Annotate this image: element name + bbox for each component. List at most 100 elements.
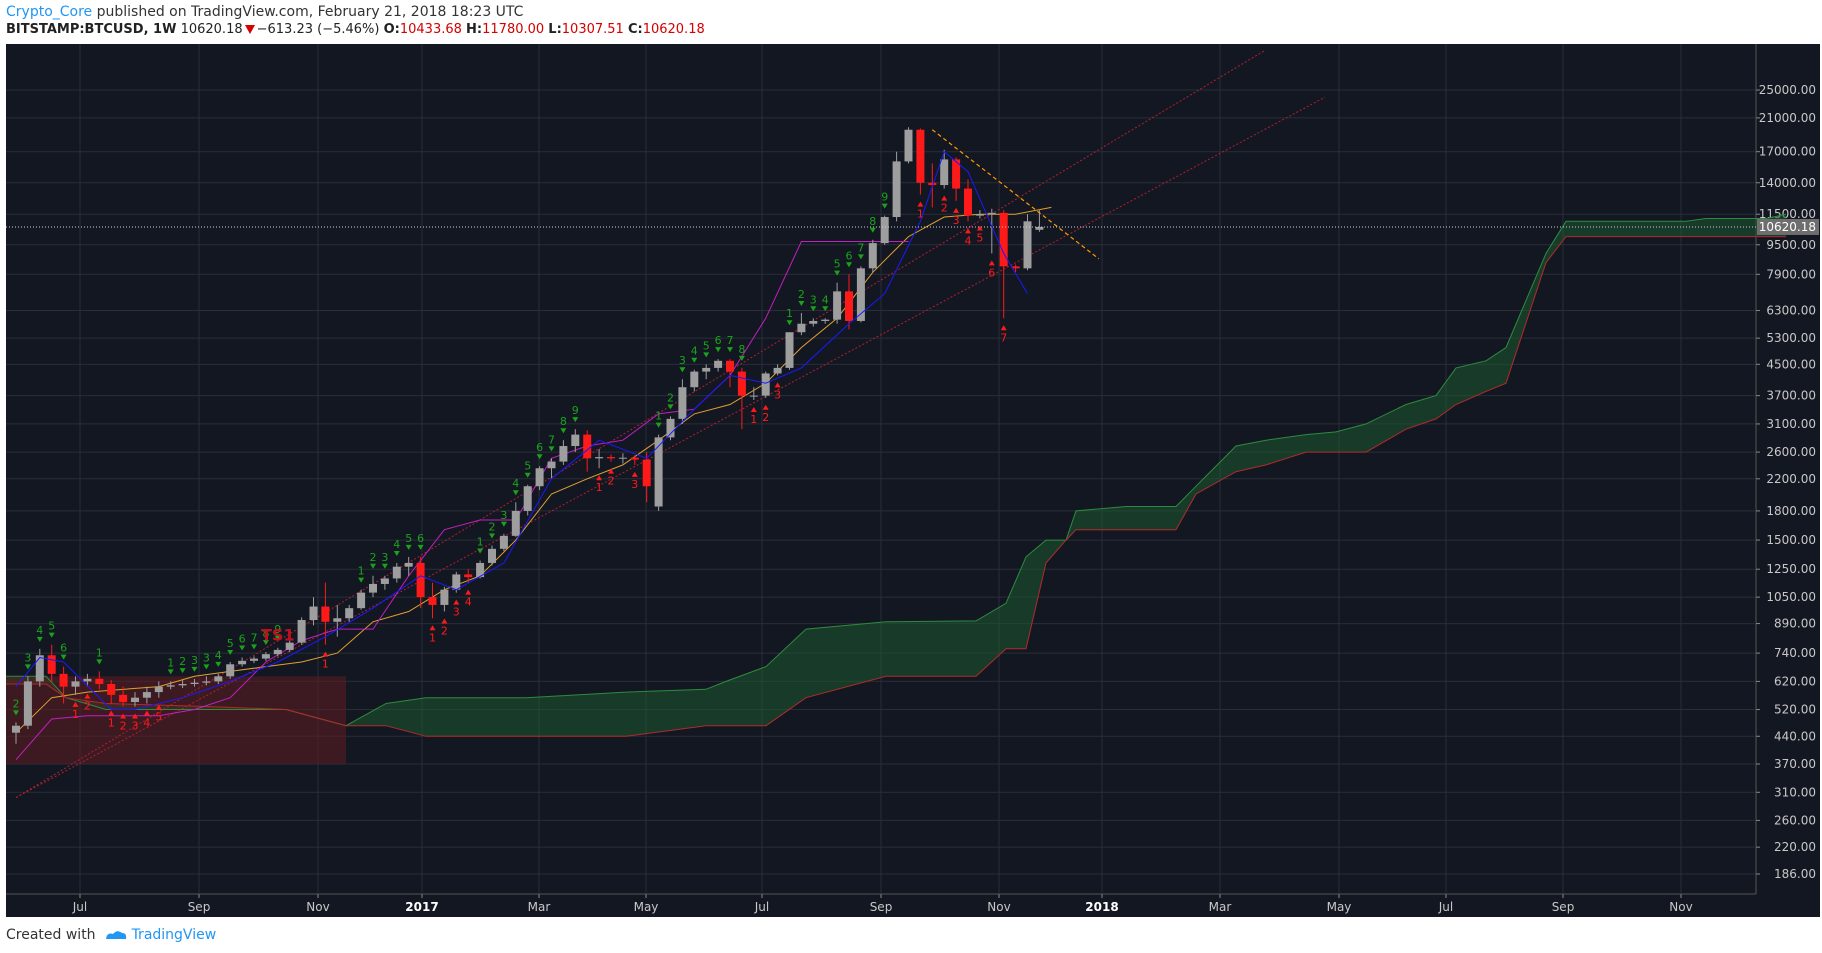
td-sell-triangle: [441, 618, 448, 624]
candle: [773, 364, 782, 376]
ichimoku-cloud: [6, 214, 1786, 737]
td-buy-triangle: [36, 636, 43, 642]
candle: [250, 656, 258, 664]
candle: [714, 359, 723, 372]
candle-body: [428, 597, 437, 605]
candle: [964, 179, 972, 222]
candle: [392, 562, 401, 583]
td-buy-triangle: [727, 347, 733, 353]
td-buy-triangle: [857, 254, 864, 260]
candle: [47, 644, 56, 682]
chart-area[interactable]: 186.00 220.00 260.00 310.00 370.00 440.00 520.…: [6, 44, 1820, 917]
td-buy-count: 7: [548, 433, 555, 446]
td-buy-count: 6: [417, 532, 424, 545]
candle-body: [940, 159, 949, 186]
candle-body: [285, 642, 294, 650]
td-buy-count: 2: [370, 551, 377, 564]
candle: [357, 589, 366, 610]
x-tick-label: Jul: [754, 900, 769, 914]
td-buy-triangle: [358, 577, 365, 583]
td-buy-triangle: [24, 664, 31, 670]
ichimoku-cloud-bearish: [6, 676, 346, 764]
y-tick-label: 9500.00: [1766, 238, 1816, 252]
td-sell-triangle: [1000, 325, 1007, 331]
td-buy-count: 5: [405, 532, 412, 545]
candle-body: [642, 459, 651, 487]
td-sell-count: 1: [72, 708, 79, 721]
candle-body: [761, 373, 770, 396]
td-buy-triangle: [96, 659, 103, 665]
td-buy-triangle: [810, 306, 817, 312]
candle-body: [476, 562, 485, 578]
candle: [119, 686, 128, 707]
candle-body: [12, 725, 20, 733]
candle: [975, 210, 984, 219]
td-sell-count: 4: [143, 716, 150, 729]
candle-body: [583, 434, 592, 459]
x-tick-label: 2017: [405, 900, 438, 914]
td-buy-triangle: [13, 710, 19, 716]
td-buy-triangle: [203, 664, 210, 670]
td-buy-triangle: [536, 454, 543, 460]
td-sell-triangle: [631, 471, 638, 477]
candle-body: [23, 681, 32, 726]
candle-body: [511, 510, 520, 536]
candle-body: [1023, 221, 1032, 269]
td-buy-triangle: [167, 669, 174, 675]
candle: [428, 582, 437, 619]
td-buy-triangle: [881, 203, 888, 209]
y-tick-label: 890.00: [1774, 617, 1816, 631]
author-link[interactable]: Crypto_Core: [6, 4, 93, 20]
candle-body: [726, 360, 734, 372]
td-buy-count: 4: [691, 345, 698, 358]
candle: [809, 318, 818, 327]
candle-body: [773, 367, 782, 374]
candle-body: [523, 486, 532, 511]
publish-line: Crypto_Core published on TradingView.com…: [6, 4, 523, 20]
candle-body: [321, 606, 330, 622]
tradingview-link[interactable]: TradingView: [131, 927, 217, 943]
candle-body: [333, 618, 342, 622]
candle: [333, 604, 342, 637]
y-tick-label: 14000.00: [1759, 176, 1816, 190]
candle: [83, 673, 92, 687]
candle: [595, 449, 604, 469]
candle: [273, 647, 282, 657]
x-tick-label: Mar: [1209, 900, 1232, 914]
candle-body: [987, 212, 996, 215]
td-buy-triangle: [239, 645, 246, 651]
candle-body: [35, 655, 44, 682]
symbol-label[interactable]: BITSTAMP:BTCUSD, 1W: [6, 22, 177, 37]
candle: [59, 666, 68, 704]
kijun-line-orange: [15, 206, 1052, 734]
td-buy-count: 4: [393, 538, 400, 551]
candle-body: [666, 418, 675, 438]
candle: [845, 274, 853, 330]
td-sell-triangle: [941, 195, 948, 201]
td-buy-count: 6: [239, 632, 246, 645]
td-sell-triangle: [976, 225, 983, 231]
td-sell-count: 6: [988, 266, 995, 279]
candle-body: [95, 678, 104, 685]
td-sell-count: 1: [917, 208, 924, 221]
candle-body: [595, 457, 604, 459]
td-buy-count: 1: [96, 646, 103, 659]
td-sell-count: 7: [1000, 331, 1007, 344]
candle: [321, 582, 330, 645]
td-buy-triangle: [715, 347, 722, 353]
price-chart[interactable]: 186.00 220.00 260.00 310.00 370.00 440.00 520.…: [6, 44, 1820, 917]
candle: [654, 434, 663, 511]
td-buy-count: 3: [381, 551, 388, 564]
candle: [202, 676, 211, 686]
candle: [95, 671, 104, 690]
candle: [440, 586, 449, 612]
td-sell-count: 1: [429, 631, 436, 644]
td-sell-count: 2: [762, 411, 769, 424]
candle: [607, 454, 615, 462]
td-sell-triangle: [108, 710, 115, 716]
td-buy-triangle: [512, 490, 519, 496]
candle-body: [440, 589, 449, 605]
td-sell-triangle: [72, 701, 79, 707]
candle: [1023, 214, 1032, 271]
candle: [476, 560, 485, 579]
